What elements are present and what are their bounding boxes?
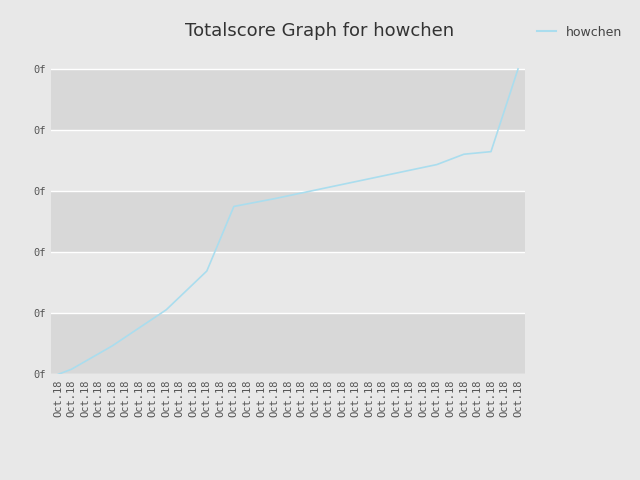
howchen: [244, 201, 252, 207]
howchen: [203, 268, 211, 274]
howchen: [95, 351, 102, 357]
howchen: [460, 151, 468, 157]
howchen: [311, 187, 319, 193]
Bar: [51, 252, 525, 313]
howchen: [230, 204, 237, 209]
howchen: [406, 168, 413, 173]
howchen: [447, 156, 454, 162]
howchen: [163, 307, 170, 312]
howchen: [108, 343, 116, 349]
howchen: [514, 66, 522, 72]
howchen: [54, 372, 62, 377]
howchen: [176, 294, 184, 300]
howchen: [271, 196, 278, 202]
Bar: [51, 69, 525, 130]
Line: howchen: howchen: [58, 69, 518, 374]
howchen: [419, 165, 427, 170]
howchen: [433, 162, 441, 168]
howchen: [339, 181, 346, 187]
Text: Totalscore Graph for howchen: Totalscore Graph for howchen: [186, 22, 454, 40]
howchen: [149, 316, 157, 322]
Bar: [51, 313, 525, 374]
howchen: [379, 173, 387, 179]
howchen: [216, 236, 224, 241]
howchen: [68, 366, 76, 372]
howchen: [500, 108, 508, 113]
howchen: [352, 179, 360, 184]
howchen: [474, 150, 481, 156]
howchen: [81, 359, 89, 364]
howchen: [392, 170, 400, 176]
Bar: [51, 191, 525, 252]
Bar: [51, 130, 525, 191]
howchen: [487, 149, 495, 155]
howchen: [324, 184, 332, 190]
howchen: [122, 334, 129, 340]
howchen: [365, 176, 373, 181]
howchen: [298, 190, 305, 196]
Bar: [51, 38, 525, 69]
howchen: [284, 193, 292, 199]
howchen: [135, 325, 143, 331]
howchen: [257, 198, 265, 204]
howchen: [189, 281, 197, 287]
Legend: howchen: howchen: [532, 21, 627, 44]
